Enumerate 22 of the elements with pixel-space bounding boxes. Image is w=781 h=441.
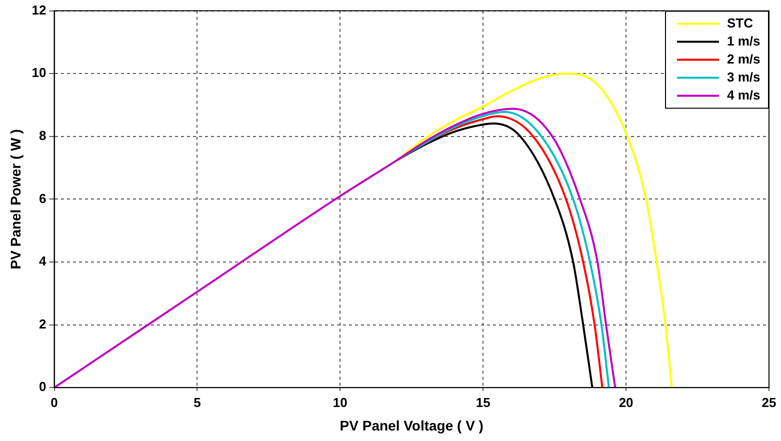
y-tick-label: 2: [39, 316, 46, 332]
x-tick-label: 25: [762, 394, 776, 410]
line-series: [396, 72, 673, 388]
legend-label: 2 m/s: [727, 51, 760, 66]
y-tick-label: 0: [39, 379, 46, 394]
legend-label: 1 m/s: [727, 33, 760, 48]
legend-label: STC: [727, 15, 754, 30]
x-tick-label: 5: [194, 394, 201, 410]
x-axis-title: PV Panel Voltage ( V ): [340, 417, 484, 434]
line-series: [54, 108, 616, 388]
x-tick-label: 15: [476, 394, 490, 410]
y-tick-label: 10: [32, 65, 46, 80]
y-tick-label: 12: [32, 2, 46, 18]
y-tick-label: 6: [39, 190, 46, 206]
legend-label: 4 m/s: [727, 87, 760, 102]
x-tick-label: 20: [618, 394, 634, 410]
legend-label: 3 m/s: [727, 69, 760, 84]
y-tick-label: 4: [39, 254, 48, 269]
x-tick-label: 10: [332, 394, 348, 410]
y-axis-title: PV Panel Power ( W ): [7, 129, 24, 270]
y-tick-label: 8: [39, 128, 46, 143]
x-tick-label: 0: [50, 394, 58, 410]
